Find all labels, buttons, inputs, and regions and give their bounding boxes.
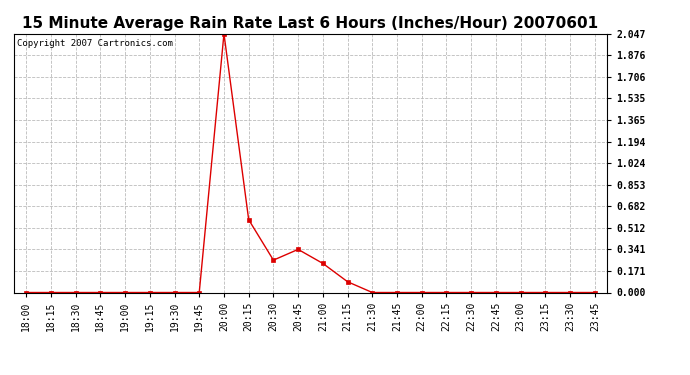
Title: 15 Minute Average Rain Rate Last 6 Hours (Inches/Hour) 20070601: 15 Minute Average Rain Rate Last 6 Hours… xyxy=(23,16,598,31)
Text: Copyright 2007 Cartronics.com: Copyright 2007 Cartronics.com xyxy=(17,39,172,48)
